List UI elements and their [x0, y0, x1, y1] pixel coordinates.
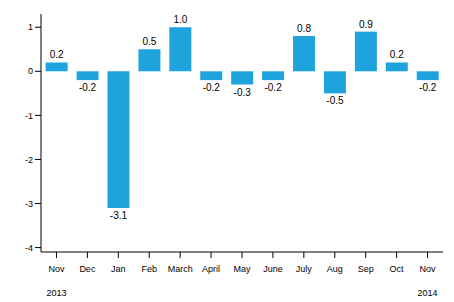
- svg-text:March: March: [168, 264, 193, 274]
- svg-text:0: 0: [28, 66, 33, 76]
- svg-text:0.2: 0.2: [390, 49, 404, 60]
- svg-text:-0.2: -0.2: [264, 82, 282, 93]
- svg-text:April: April: [202, 264, 220, 274]
- svg-text:1.0: 1.0: [173, 14, 187, 25]
- svg-text:Nov: Nov: [420, 264, 437, 274]
- svg-text:-0.2: -0.2: [203, 82, 221, 93]
- svg-text:-0.2: -0.2: [419, 82, 437, 93]
- svg-text:-0.2: -0.2: [79, 82, 97, 93]
- svg-text:Aug: Aug: [327, 264, 343, 274]
- svg-text:-1: -1: [25, 111, 33, 121]
- svg-text:0.8: 0.8: [297, 23, 311, 34]
- svg-text:July: July: [296, 264, 313, 274]
- svg-text:2013: 2013: [46, 288, 66, 298]
- svg-text:0.2: 0.2: [50, 49, 64, 60]
- svg-text:Sep: Sep: [358, 264, 374, 274]
- svg-text:Jan: Jan: [111, 264, 126, 274]
- svg-text:June: June: [263, 264, 283, 274]
- svg-text:2014: 2014: [418, 288, 438, 298]
- svg-text:Dec: Dec: [79, 264, 96, 274]
- svg-text:Oct: Oct: [390, 264, 405, 274]
- svg-text:-2: -2: [25, 155, 33, 165]
- svg-text:0.5: 0.5: [142, 36, 156, 47]
- svg-text:-4: -4: [25, 243, 33, 253]
- svg-text:1: 1: [28, 22, 33, 32]
- svg-text:Nov: Nov: [48, 264, 65, 274]
- svg-text:-3.1: -3.1: [110, 210, 128, 221]
- svg-text:Feb: Feb: [141, 264, 157, 274]
- svg-text:May: May: [233, 264, 251, 274]
- svg-text:0.9: 0.9: [359, 19, 373, 30]
- svg-text:-0.3: -0.3: [234, 87, 252, 98]
- svg-text:-0.5: -0.5: [326, 95, 344, 106]
- svg-text:-3: -3: [25, 199, 33, 209]
